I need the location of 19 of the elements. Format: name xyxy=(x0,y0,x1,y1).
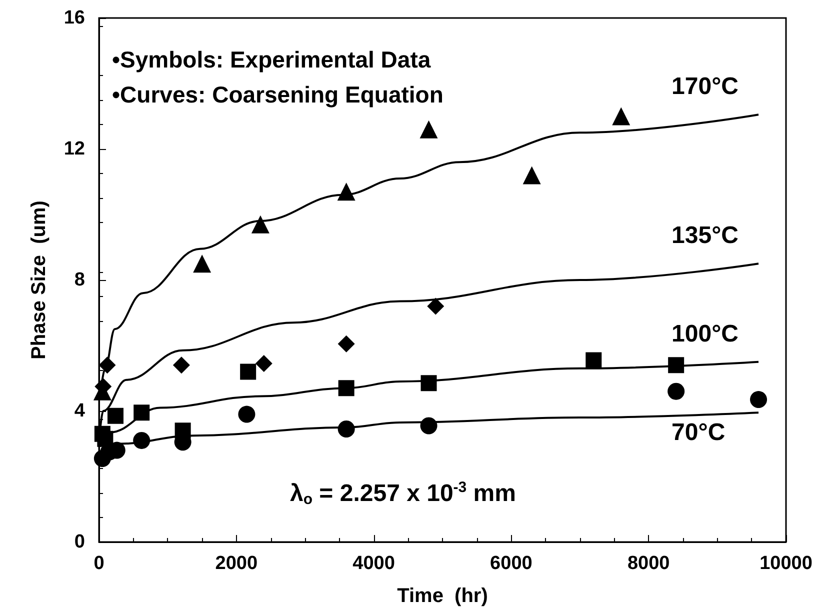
x-tick-label: 8000 xyxy=(627,553,670,574)
x-tick-label: 4000 xyxy=(352,553,395,574)
y-tick-label: 4 xyxy=(74,400,86,422)
x-tick-label: 2000 xyxy=(215,553,258,574)
annotation: •Curves: Coarsening Equation xyxy=(112,82,444,108)
x-axis-title: Time (hr) xyxy=(397,585,488,607)
y-axis-title: Phase Size (um) xyxy=(28,200,50,360)
series-label: 135°C xyxy=(672,222,739,250)
x-tick-label: 10000 xyxy=(760,553,812,574)
series-label: 100°C xyxy=(672,320,739,348)
y-tick-label: 16 xyxy=(64,8,85,28)
y-tick-label: 8 xyxy=(74,270,85,290)
series-label: 70°C xyxy=(672,419,726,446)
annotation: •Symbols: Experimental Data xyxy=(112,46,431,72)
x-tick-label: 0 xyxy=(94,553,104,574)
series-label: 170°C xyxy=(672,73,739,100)
x-tick-label: 6000 xyxy=(490,553,532,574)
y-tick-label: 12 xyxy=(64,138,85,160)
y-tick-label: 0 xyxy=(74,532,85,552)
